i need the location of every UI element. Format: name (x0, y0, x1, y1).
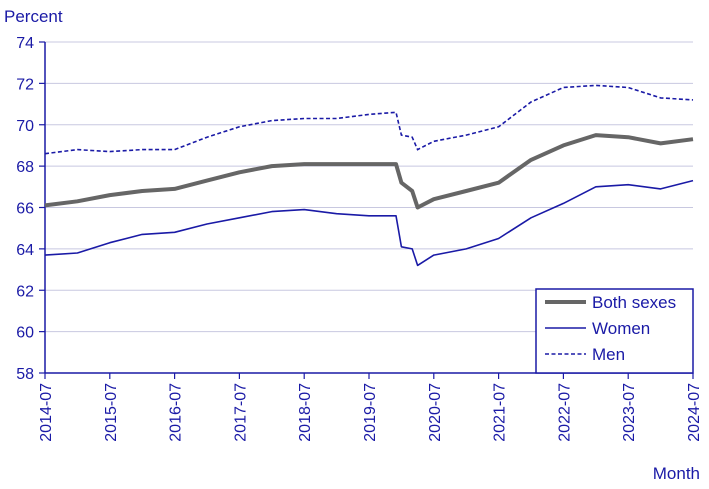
y-tick-label: 64 (16, 242, 34, 259)
x-tick-label: 2020-07 (427, 383, 444, 442)
legend-label: Women (592, 319, 650, 338)
x-tick-label: 2017-07 (232, 383, 249, 442)
series-line-men (44, 84, 694, 155)
x-tick-label: 2016-07 (168, 383, 185, 442)
x-tick-label: 2014-07 (38, 383, 55, 442)
legend-label: Men (592, 345, 625, 364)
legend-label: Both sexes (592, 293, 676, 312)
x-tick-label: 2015-07 (103, 383, 120, 442)
y-tick-label: 62 (16, 283, 34, 300)
y-tick-label: 66 (16, 201, 34, 218)
y-tick-label: 72 (16, 76, 34, 93)
x-axis-label: Month (653, 464, 700, 483)
y-tick-label: 68 (16, 159, 34, 176)
y-tick-label: 74 (16, 35, 34, 52)
x-tick-label: 2019-07 (362, 383, 379, 442)
x-tick-label: 2022-07 (556, 383, 573, 442)
x-tick-label: 2024-07 (686, 383, 703, 442)
series-line-both-sexes (44, 133, 694, 210)
y-tick-label: 70 (16, 118, 34, 135)
x-tick-label: 2023-07 (621, 383, 638, 442)
x-tick-label: 2021-07 (492, 383, 509, 442)
x-tick-label: 2018-07 (297, 383, 314, 442)
y-tick-label: 58 (16, 366, 34, 383)
y-tick-label: 60 (16, 325, 34, 342)
series-line-women (44, 179, 694, 267)
y-axis-label: Percent (4, 7, 63, 26)
